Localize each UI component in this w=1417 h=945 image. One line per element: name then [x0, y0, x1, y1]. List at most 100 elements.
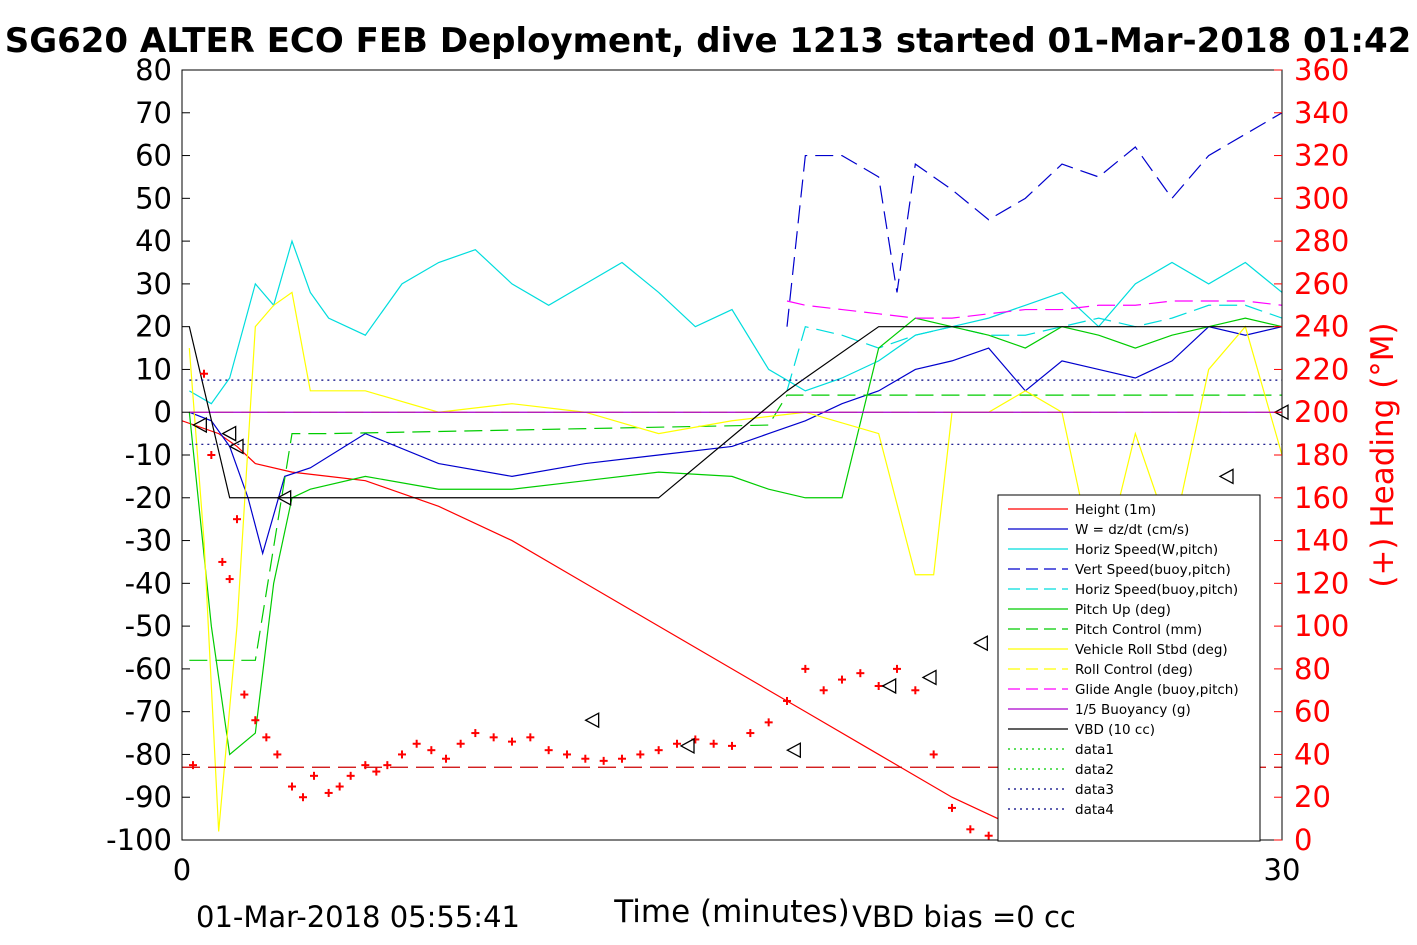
heading-point [240, 690, 249, 699]
footer-vbd-bias: VBD bias =0 cc [852, 900, 1076, 934]
heading-point [819, 686, 828, 695]
y-tick-left: 70 [135, 96, 172, 130]
legend-label: data1 [1075, 742, 1114, 758]
legend-item: VBD (10 cc) [1008, 722, 1155, 738]
heading-point [801, 664, 810, 673]
legend-label: Pitch Control (mm) [1075, 622, 1202, 638]
series-line-4 [786, 304, 1282, 391]
y-tick-right: 280 [1294, 224, 1349, 258]
heading-point [544, 746, 553, 755]
legend-label: Glide Angle (buoy,pitch) [1075, 682, 1239, 698]
heading-point [783, 696, 791, 705]
y-tick-left: -20 [125, 481, 172, 515]
legend-label: W = dz/dt (cm/s) [1075, 522, 1189, 538]
y-tick-right: 360 [1294, 53, 1349, 87]
heading-point [427, 746, 436, 755]
y-tick-right: 60 [1294, 695, 1331, 729]
height-marker [881, 677, 897, 695]
y-tick-left: 40 [135, 224, 172, 258]
height-marker [228, 438, 244, 455]
series-line-9 [786, 300, 1282, 319]
legend-item: Glide Angle (buoy,pitch) [1008, 682, 1239, 698]
legend-label: Roll Control (deg) [1075, 662, 1193, 678]
legend-item: Vehicle Roll Stbd (deg) [1008, 642, 1228, 658]
legend-label: data2 [1075, 762, 1114, 778]
heading-point [581, 754, 590, 763]
y-tick-right: 140 [1294, 524, 1349, 558]
y-tick-left: 60 [135, 139, 172, 173]
heading-point [508, 737, 516, 746]
heading-point [489, 733, 498, 742]
heading-point [372, 767, 381, 776]
legend-label: Vehicle Roll Stbd (deg) [1075, 642, 1228, 658]
height-marker [1218, 468, 1234, 485]
y-tick-right: 220 [1294, 352, 1349, 386]
y-tick-right: 180 [1294, 438, 1349, 472]
legend-item: Height (1m) [1008, 502, 1156, 518]
y-tick-left: 0 [154, 395, 172, 429]
x-tick-30: 30 [1264, 853, 1301, 887]
y-tick-left: 50 [135, 181, 172, 215]
legend: Height (1m) W = dz/dt (cm/s) Horiz Speed(W… [997, 494, 1261, 842]
height-marker [191, 416, 207, 434]
chart-title: SG620 ALTER ECO FEB Deployment, dive 121… [5, 21, 1412, 61]
y-tick-left: 20 [135, 310, 172, 344]
legend-item: Pitch Control (mm) [1008, 622, 1202, 638]
footer-date: 01-Mar-2018 05:55:41 [196, 900, 520, 934]
series-line-2 [189, 239, 1282, 405]
x-tick-0: 0 [173, 853, 191, 887]
heading-point [856, 669, 865, 678]
heading-point [335, 782, 344, 791]
heading-point [225, 575, 234, 584]
y-axis-right-label: (+) Heading (°M) [1365, 322, 1401, 587]
heading-point [207, 451, 216, 459]
heading-point [526, 733, 535, 742]
legend-item: Horiz Speed(W,pitch) [1008, 542, 1218, 558]
y-tick-left: 30 [135, 267, 172, 301]
x-axis-label: Time (minutes) [613, 894, 849, 930]
y-tick-right: 320 [1294, 139, 1349, 173]
y-tick-right: 0 [1294, 823, 1312, 857]
heading-point [599, 756, 608, 765]
heading-point [346, 771, 355, 780]
heading-point [273, 750, 282, 759]
heading-point [288, 782, 296, 791]
y-tick-left: -80 [125, 737, 172, 771]
height-marker [785, 742, 801, 759]
legend-item: W = dz/dt (cm/s) [1008, 522, 1189, 538]
legend-label: Horiz Speed(W,pitch) [1075, 542, 1218, 558]
heading-point [398, 750, 406, 759]
heading-point [654, 746, 663, 755]
y-tick-left: -60 [125, 652, 172, 686]
heading-point [251, 716, 260, 725]
heading-point [728, 741, 736, 750]
heading-point [838, 675, 846, 684]
legend-item: Pitch Up (deg) [1008, 602, 1171, 618]
legend-item: data1 [1008, 742, 1114, 758]
y-tick-left: -70 [125, 695, 172, 729]
height-marker [679, 737, 695, 754]
heading-point [262, 733, 271, 742]
series-line-0 [182, 420, 1052, 840]
heading-point [673, 739, 681, 748]
y-tick-left: -50 [125, 609, 172, 643]
y-tick-right: 20 [1294, 780, 1331, 814]
series-line-1 [189, 326, 1282, 556]
axes: 80706050403020100-10-20-30-40-50-60-70-8… [106, 53, 1349, 857]
series-line-11 [188, 326, 1282, 499]
legend-label: data3 [1075, 782, 1114, 798]
heading-point [412, 739, 421, 748]
y-tick-right: 200 [1294, 395, 1349, 429]
series-line-3 [786, 112, 1282, 327]
heading-point [984, 831, 993, 840]
y-tick-right: 240 [1294, 310, 1349, 344]
legend-item: 1/5 Buoyancy (g) [1008, 702, 1191, 718]
legend-label: Height (1m) [1075, 502, 1156, 518]
y-tick-right: 260 [1294, 267, 1349, 301]
heading-point [189, 761, 197, 770]
legend-label: 1/5 Buoyancy (g) [1075, 702, 1191, 718]
legend-item: data3 [1008, 782, 1114, 798]
heading-point [563, 750, 571, 759]
heading-point [929, 750, 938, 759]
